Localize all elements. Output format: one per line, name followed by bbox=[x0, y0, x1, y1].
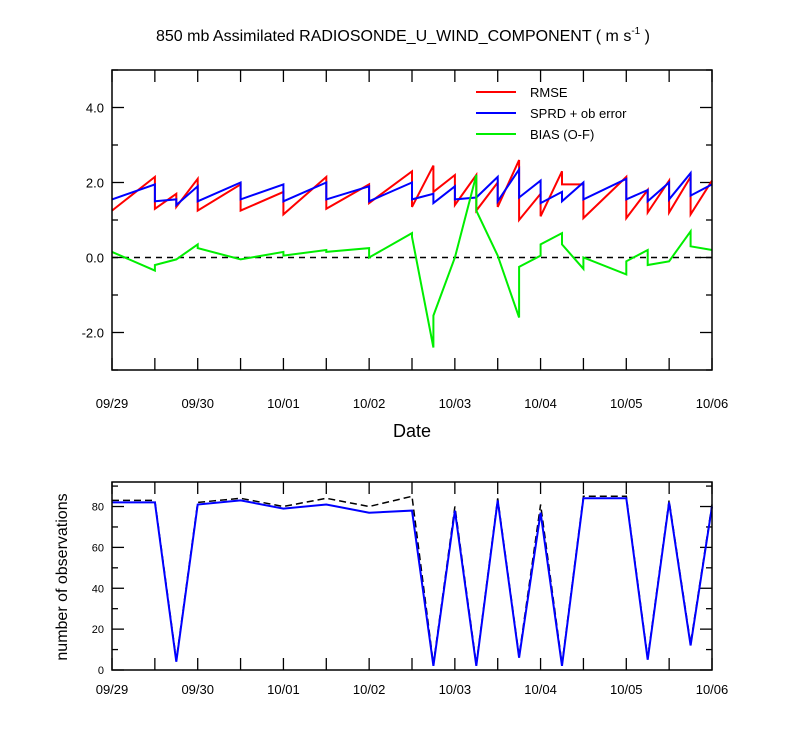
x-tick-label: 09/29 bbox=[96, 682, 129, 697]
bottom-x-tick-labels: 09/29 09/30 10/01 10/02 10/03 10/04 10/05 10/06 bbox=[96, 682, 729, 697]
x-tick-label: 10/02 bbox=[353, 682, 386, 697]
legend-label-sprd: SPRD + ob error bbox=[530, 106, 627, 121]
bottom-series bbox=[112, 495, 713, 667]
y-tick-label: 40 bbox=[92, 583, 104, 595]
chart-title: 850 mb Assimilated RADIOSONDE_U_WIND_COM… bbox=[156, 26, 650, 45]
y-tick-label: -2.0 bbox=[82, 326, 104, 341]
bottom-y-axis-title: number of observations bbox=[54, 493, 71, 660]
top-series bbox=[111, 159, 713, 348]
legend: RMSE SPRD + ob error BIAS (O-F) bbox=[476, 85, 627, 142]
x-tick-label: 09/30 bbox=[181, 682, 214, 697]
x-tick-label: 10/03 bbox=[439, 682, 472, 697]
top-x-tick-labels: 09/29 09/30 10/01 10/02 10/03 10/04 10/05 10/06 bbox=[96, 396, 729, 411]
chart-title-main: 850 mb Assimilated RADIOSONDE_U_WIND_COM… bbox=[156, 28, 631, 45]
chart-title-suffix: ) bbox=[640, 28, 650, 45]
y-tick-label: 60 bbox=[92, 542, 104, 554]
bottom-plot-frame bbox=[111, 481, 713, 671]
y-tick-label: 0.0 bbox=[86, 251, 104, 266]
x-tick-label: 10/04 bbox=[524, 396, 557, 411]
bottom-y-tick-labels: 0 20 40 60 80 bbox=[92, 502, 104, 677]
bottom-panel: 0 20 40 60 80 09/29 09/30 10/01 10/02 10/03 10/04… bbox=[92, 481, 729, 697]
series-line-bias bbox=[111, 174, 713, 348]
x-tick-label: 10/01 bbox=[267, 682, 300, 697]
series-line-sprd bbox=[111, 166, 713, 208]
series-line-rmse bbox=[111, 159, 713, 223]
top-panel: -2.0 0.0 2.0 4.0 09/29 09/30 10/01 10/02 10/03 1… bbox=[82, 69, 729, 411]
top-y-tick-labels: -2.0 0.0 2.0 4.0 bbox=[82, 101, 104, 341]
x-tick-label: 10/06 bbox=[696, 396, 729, 411]
x-tick-label: 10/05 bbox=[610, 396, 643, 411]
y-tick-label: 2.0 bbox=[86, 176, 104, 191]
x-tick-label: 10/01 bbox=[267, 396, 300, 411]
x-tick-label: 10/02 bbox=[353, 396, 386, 411]
x-tick-label: 10/06 bbox=[696, 682, 729, 697]
y-tick-label: 20 bbox=[92, 624, 104, 636]
x-tick-label: 10/04 bbox=[524, 682, 557, 697]
series-line-assimilated bbox=[112, 497, 713, 667]
y-tick-label: 80 bbox=[92, 502, 104, 514]
x-tick-label: 09/30 bbox=[181, 396, 214, 411]
x-tick-label: 09/29 bbox=[96, 396, 129, 411]
legend-label-rmse: RMSE bbox=[530, 85, 568, 100]
legend-label-bias: BIAS (O-F) bbox=[530, 127, 594, 142]
x-tick-label: 10/05 bbox=[610, 682, 643, 697]
chart-title-exponent: -1 bbox=[631, 26, 640, 37]
series-line-possible bbox=[112, 495, 713, 665]
x-axis-title: Date bbox=[393, 421, 431, 441]
top-plot-frame bbox=[111, 69, 713, 371]
y-tick-label: 4.0 bbox=[86, 101, 104, 116]
y-tick-label: 0 bbox=[98, 665, 104, 677]
x-tick-label: 10/03 bbox=[439, 396, 472, 411]
